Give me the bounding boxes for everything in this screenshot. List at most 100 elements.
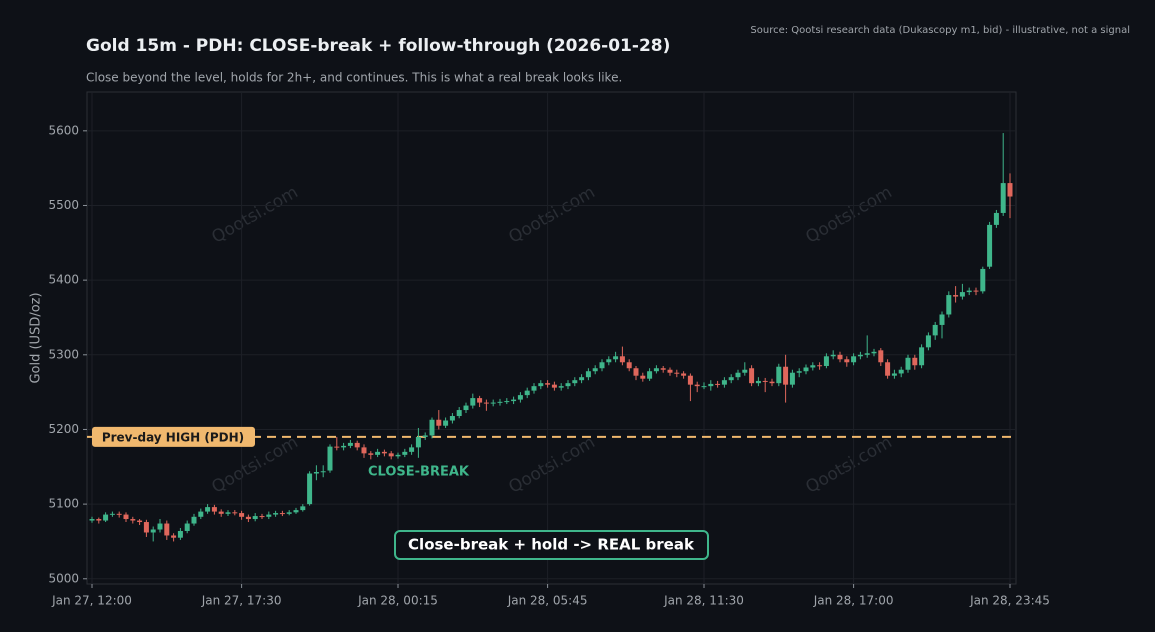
candle-body (368, 453, 374, 455)
candle-body (592, 368, 598, 372)
candle-body (687, 375, 693, 385)
candle-body (817, 365, 823, 367)
candle-body (477, 398, 483, 403)
candle-body (742, 369, 748, 373)
candle-body (266, 514, 272, 517)
candle-body (946, 295, 952, 315)
plot-area (86, 91, 1017, 585)
candle-body (987, 224, 993, 267)
candle-body (653, 368, 659, 372)
candle-body (225, 512, 231, 514)
candle-body (361, 447, 367, 454)
candle-body (633, 368, 639, 376)
candle-body (123, 514, 129, 520)
candle-body (449, 416, 455, 421)
candle-body (483, 402, 489, 404)
candle-body (504, 401, 510, 403)
candle-body (585, 371, 591, 378)
candle-body (599, 362, 605, 369)
candle-body (273, 513, 279, 515)
candle-body (497, 401, 503, 403)
candle-body (524, 390, 530, 396)
source-note: Source: Qootsi research data (Dukascopy … (750, 25, 1130, 36)
candle-body (334, 446, 340, 448)
candle-body (279, 513, 285, 515)
candle-body (531, 386, 537, 391)
candle-body (463, 405, 469, 411)
candle-body (932, 324, 938, 336)
y-tick-label: 5000 (48, 571, 79, 585)
candle-body (579, 377, 585, 381)
candle-body (565, 383, 571, 387)
candle-body (205, 507, 211, 512)
candle-body (232, 512, 238, 514)
candle-body (762, 380, 768, 382)
y-tick-label: 5500 (48, 198, 79, 212)
y-axis-label: Gold (USD/oz) (29, 292, 44, 383)
candle-body (388, 453, 394, 457)
candle-body (245, 516, 251, 520)
chart-subtitle: Close beyond the level, holds for 2h+, a… (86, 71, 622, 85)
candle-body (313, 472, 319, 474)
candle-body (993, 212, 999, 225)
candle-body (381, 451, 387, 454)
candle-body (789, 372, 795, 385)
candle-body (171, 535, 177, 538)
candle-body (626, 362, 632, 369)
candle-body (252, 516, 258, 520)
x-tick-label: Jan 27, 12:00 (51, 594, 132, 608)
candle-body (137, 520, 143, 523)
candle-body (164, 523, 170, 536)
candle-body (851, 356, 857, 363)
candle-body (810, 365, 816, 368)
candle-body (409, 447, 415, 452)
chart-title: Gold 15m - PDH: CLOSE-break + follow-thr… (86, 36, 670, 56)
x-tick-label: Jan 28, 00:15 (357, 594, 438, 608)
candle-body (980, 268, 986, 292)
x-tick-label: Jan 28, 11:30 (663, 594, 744, 608)
real-break-annotation: Close-break + hold -> REAL break (408, 536, 695, 554)
candle-body (878, 350, 884, 363)
candle-body (885, 362, 891, 376)
candle-body (470, 398, 476, 406)
candle-body (973, 290, 979, 292)
candle-body (959, 292, 965, 297)
candle-body (830, 354, 836, 357)
candle-body (157, 523, 163, 530)
candle-body (150, 529, 156, 533)
candle-body (891, 373, 897, 376)
x-tick-label: Jan 27, 17:30 (201, 594, 282, 608)
candle-body (354, 442, 360, 448)
candle-body (837, 354, 843, 360)
candle-body (184, 523, 190, 531)
candle-body (619, 356, 625, 363)
candle-body (89, 519, 95, 521)
pdh-label-box (92, 426, 255, 447)
candle-body (660, 368, 666, 370)
candle-body (177, 530, 183, 538)
candle-body (109, 513, 115, 515)
candle-body (239, 513, 245, 517)
candle-body (558, 386, 564, 388)
x-tick-label: Jan 28, 23:45 (969, 594, 1050, 608)
candle-body (511, 399, 517, 402)
candle-body (919, 347, 925, 366)
candle-body (341, 445, 347, 448)
candle-body (422, 435, 428, 437)
candle-body (130, 519, 136, 521)
candle-body (905, 357, 911, 370)
candle-body (402, 451, 408, 455)
candle-body (783, 366, 789, 385)
candle-body (667, 369, 673, 373)
candle-body (191, 516, 197, 524)
x-tick-label: Jan 28, 17:00 (813, 594, 894, 608)
candle-body (755, 380, 761, 384)
candle-body (694, 384, 700, 387)
candle-body (293, 510, 299, 513)
candle-body (844, 359, 850, 363)
candle-body (436, 419, 442, 426)
y-tick-label: 5300 (48, 347, 79, 361)
candle-body (103, 514, 109, 521)
candle-body (613, 356, 619, 360)
candle-body (1007, 183, 1013, 197)
